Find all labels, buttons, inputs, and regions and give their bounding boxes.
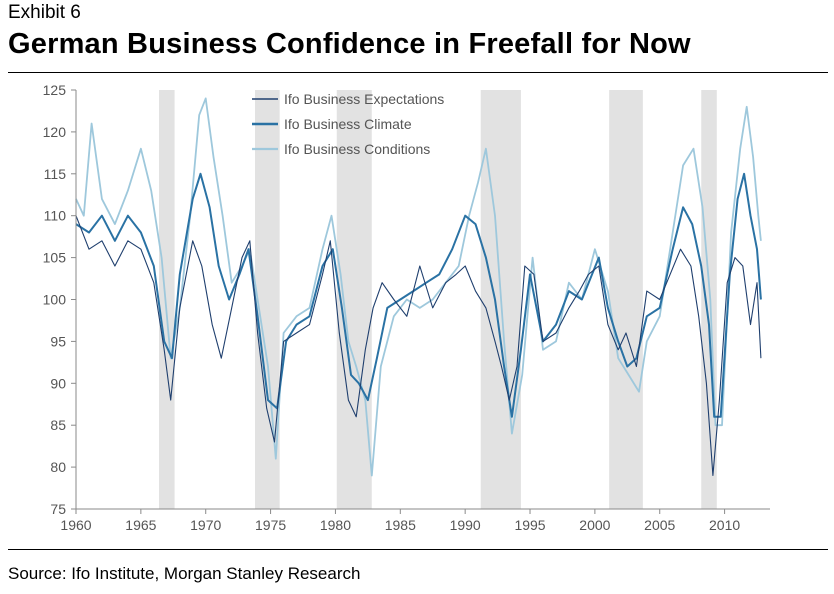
line-chart: 75 80 85 90 95 100 105 110 115 120 125 1960 1965 1970… bbox=[43, 82, 770, 533]
y-tick-label: 75 bbox=[50, 501, 66, 517]
recession-band-1 bbox=[159, 90, 175, 509]
x-tick-label: 1985 bbox=[385, 517, 416, 533]
recession-band-6 bbox=[701, 90, 717, 509]
legend-label-climate: Ifo Business Climate bbox=[284, 116, 412, 132]
y-tick-label: 85 bbox=[50, 417, 66, 433]
x-tick-label: 2000 bbox=[579, 517, 610, 533]
y-tick-label: 80 bbox=[50, 459, 66, 475]
y-tick-label: 100 bbox=[43, 292, 67, 308]
bottom-divider bbox=[8, 549, 828, 550]
legend-label-expectations: Ifo Business Expectations bbox=[284, 91, 444, 107]
series-line-expectations bbox=[75, 215, 762, 477]
series-line-conditions bbox=[75, 97, 762, 477]
legend: Ifo Business Expectations Ifo Business Cl… bbox=[252, 91, 444, 157]
axes: 75 80 85 90 95 100 105 110 115 120 125 1960 1965 1970… bbox=[43, 82, 770, 533]
page-title: German Business Confidence in Freefall f… bbox=[8, 28, 691, 60]
x-tick-label: 1965 bbox=[125, 517, 156, 533]
source-note: Source: Ifo Institute, Morgan Stanley Re… bbox=[8, 564, 361, 583]
x-tick-label: 1995 bbox=[514, 517, 545, 533]
x-tick-label: 2005 bbox=[644, 517, 675, 533]
y-tick-label: 120 bbox=[43, 124, 67, 140]
y-tick-label: 105 bbox=[43, 250, 67, 266]
series-line-climate bbox=[75, 172, 762, 418]
exhibit-label: Exhibit 6 bbox=[8, 2, 81, 23]
x-tick-label: 1975 bbox=[255, 517, 286, 533]
recession-band-3 bbox=[336, 90, 372, 509]
recession-band-2 bbox=[255, 90, 280, 509]
legend-label-conditions: Ifo Business Conditions bbox=[284, 141, 430, 157]
recession-bands bbox=[159, 90, 717, 509]
x-tick-label: 1980 bbox=[320, 517, 351, 533]
y-tick-label: 110 bbox=[44, 208, 67, 224]
x-tick-label: 1970 bbox=[190, 517, 221, 533]
y-tick-label: 90 bbox=[50, 375, 66, 391]
y-tick-label: 115 bbox=[44, 166, 67, 182]
y-tick-label: 95 bbox=[50, 333, 66, 349]
series-lines bbox=[75, 97, 762, 477]
y-tick-label: 125 bbox=[43, 82, 67, 98]
x-tick-label: 1990 bbox=[450, 517, 481, 533]
top-divider bbox=[8, 72, 828, 73]
recession-band-5 bbox=[609, 90, 643, 509]
x-tick-label: 1960 bbox=[60, 517, 91, 533]
x-tick-label: 2010 bbox=[709, 517, 740, 533]
